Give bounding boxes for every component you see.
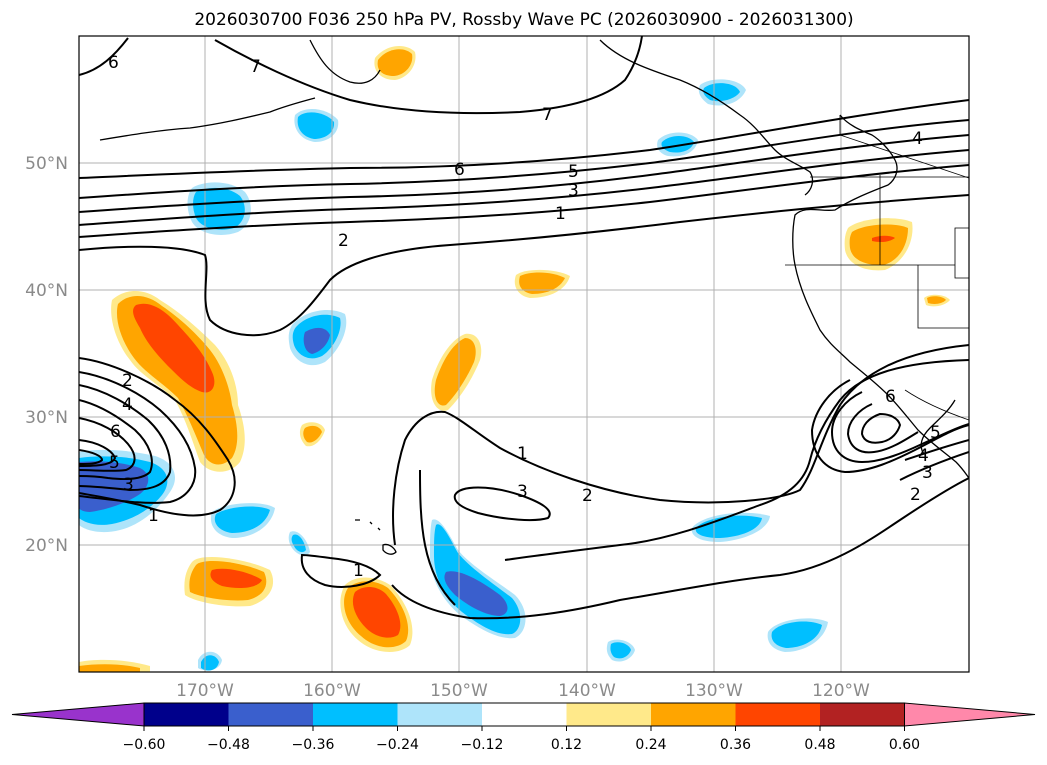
colorbar-tick-label: 0.24: [635, 737, 666, 753]
latitude-labels: 50°N 40°N 30°N 20°N: [25, 154, 68, 556]
pv-negative-blob: [297, 112, 335, 139]
contour-label: 2: [582, 486, 593, 506]
colorbar-segment: [228, 703, 313, 726]
colorbar-segment: [651, 703, 736, 726]
colorbar-tick-label: −0.24: [376, 737, 419, 753]
contour-label: 4: [918, 446, 929, 466]
pv-negative-blob: [661, 136, 694, 153]
lon-label: 140°W: [558, 681, 616, 701]
pv-negative-core: [444, 571, 508, 616]
map-content: 6 7 7 6 5 3 1 2 4 2 4 6 5 3 1 1 3 2 1 6 …: [79, 36, 969, 672]
colorbar-segment: [735, 703, 820, 726]
contour-label-group: 6 7 7 6 5 3 1 2 4 2 4 6 5 3 1 1 3 2 1 6 …: [108, 53, 941, 581]
pv-positive-core: [210, 568, 262, 588]
contour-label: 6: [110, 422, 121, 442]
lon-label: 170°W: [176, 681, 234, 701]
pv-negative-blob: [193, 187, 245, 230]
map-frame: [78, 35, 970, 673]
pv-negative-blob: [214, 506, 270, 533]
pv-negative-core: [303, 327, 330, 354]
graticule: [79, 36, 969, 672]
pv-positive-blob: [79, 664, 140, 672]
pv-positive-blob: [519, 272, 565, 294]
contour-label: 7: [542, 105, 553, 125]
colorbar-ticks: [143, 726, 905, 731]
pv-positive-blob: [303, 425, 322, 443]
lat-label: 50°N: [25, 154, 68, 174]
pv-anomaly-shading: [79, 46, 950, 672]
colorbar-extend-right: [904, 702, 1036, 727]
lat-label: 30°N: [25, 408, 68, 428]
lon-label: 130°W: [685, 681, 743, 701]
colorbar-tick-label: −0.60: [123, 737, 166, 753]
contour-label: 3: [517, 482, 528, 502]
longitude-labels: 170°W 160°W 150°W 140°W 130°W 120°W: [176, 681, 870, 701]
contour-lines: [79, 36, 969, 620]
figure-title: 2026030700 F036 250 hPa PV, Rossby Wave …: [194, 10, 853, 30]
lat-label: 20°N: [25, 536, 68, 556]
colorbar-frame: [143, 702, 905, 727]
contour-label: 2: [910, 485, 921, 505]
contour-label: 1: [353, 561, 364, 581]
colorbar: −0.60 −0.48 −0.36 −0.24 −0.12 0.12 0.24 …: [11, 702, 1036, 753]
colorbar-segment: [820, 703, 905, 726]
colorbar-tick-label: −0.48: [207, 737, 250, 753]
colorbar-tick-label: 0.48: [804, 737, 835, 753]
colorbar-segment: [566, 703, 651, 726]
pv-negative-blob: [695, 515, 762, 538]
colorbar-segment: [397, 703, 482, 726]
colorbar-segments: [144, 703, 905, 726]
contour-label: 2: [338, 231, 349, 251]
contour-label: 3: [922, 463, 933, 483]
contour-label: 5: [568, 162, 579, 182]
contour-label: 3: [568, 181, 579, 201]
pv-negative-core: [79, 461, 149, 512]
contour-label: 5: [930, 423, 941, 443]
pv-positive-blob: [377, 49, 413, 76]
colorbar-tick-label: 0.36: [720, 737, 751, 753]
colorbar-segment: [313, 703, 398, 726]
contour-label: 1: [555, 204, 566, 224]
pv-positive-core: [352, 586, 401, 638]
coastlines: [99, 39, 969, 555]
contour-label: 6: [885, 387, 896, 407]
contour-label: 3: [123, 475, 134, 495]
lon-label: 150°W: [430, 681, 488, 701]
lat-label: 40°N: [25, 281, 68, 301]
pv-positive-blob: [849, 224, 908, 266]
contour-label: 6: [454, 160, 465, 180]
colorbar-extend-left: [11, 702, 145, 727]
colorbar-tick-labels: −0.60 −0.48 −0.36 −0.24 −0.12 0.12 0.24 …: [123, 737, 921, 753]
contour-label: 1: [148, 506, 159, 526]
contour-label: 7: [250, 57, 261, 77]
lon-label: 160°W: [303, 681, 361, 701]
pv-negative-blob: [610, 642, 631, 659]
pv-negative-blob: [291, 534, 306, 553]
contour-label: 6: [108, 53, 119, 73]
contour-label: 4: [912, 129, 923, 149]
colorbar-tick-label: −0.12: [461, 737, 504, 753]
colorbar-segment: [482, 703, 567, 726]
pv-positive-blob: [927, 296, 946, 304]
contour-label: 1: [517, 444, 528, 464]
contour-label: 2: [122, 371, 133, 391]
pv-positive-core: [133, 303, 215, 393]
pv-positive-blob: [434, 338, 476, 406]
pv-positive-core: [872, 235, 895, 242]
contour-label: 5: [109, 453, 120, 473]
colorbar-segment: [144, 703, 229, 726]
pv-negative-blob: [771, 621, 822, 648]
colorbar-tick-label: 0.60: [889, 737, 920, 753]
lon-label: 120°W: [812, 681, 870, 701]
contour-label: 4: [122, 395, 133, 415]
colorbar-tick-label: −0.36: [292, 737, 335, 753]
colorbar-tick-label: 0.12: [551, 737, 582, 753]
